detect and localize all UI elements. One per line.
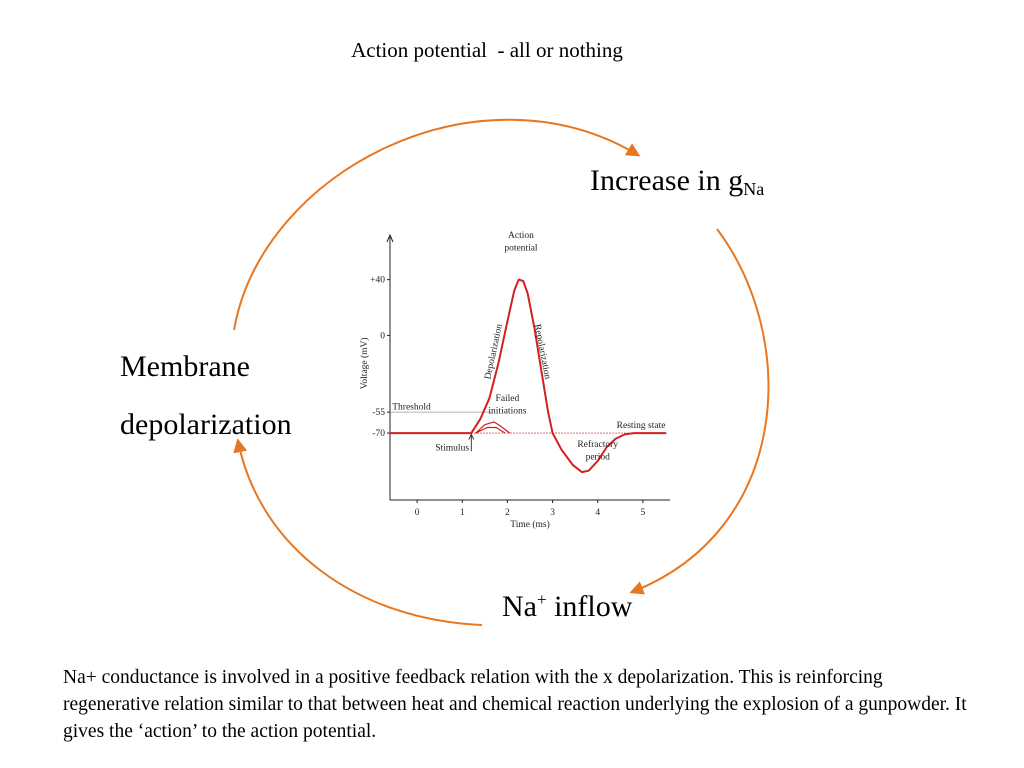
y-axis-label: Voltage (mV) xyxy=(359,337,370,389)
y-tick-label: -55 xyxy=(372,408,385,418)
action-potential-curve xyxy=(389,278,667,474)
y-axis-arrow xyxy=(386,233,394,243)
chart-axes: 0 1 2 3 4 5 +40 0 -55 -70 Time (ms) Voltage (mV) xyxy=(359,233,670,530)
node-inflow-text: inflow xyxy=(546,590,633,623)
label-refractory-period: period xyxy=(586,453,611,463)
x-tick-label: 3 xyxy=(550,508,555,518)
x-tick-label: 0 xyxy=(415,508,420,518)
chart-guides xyxy=(390,411,666,452)
chart-curves xyxy=(389,278,667,474)
failed-initiation-curve xyxy=(475,421,511,434)
failed-initiation-curve xyxy=(475,426,506,434)
x-axis-label: Time (ms) xyxy=(510,519,550,530)
node-membrane-line1: Membrane xyxy=(120,350,250,383)
node-increase-text: Increase in g xyxy=(590,164,744,197)
label-stimulus: Stimulus xyxy=(435,443,469,453)
y-tick-label: +40 xyxy=(370,276,385,286)
node-inflow-superscript: + xyxy=(536,590,547,609)
stimulus-arrow-head xyxy=(468,433,475,440)
node-inflow-na: Na xyxy=(502,590,537,623)
label-threshold: Threshold xyxy=(392,402,431,412)
node-membrane-depolarization: Membrane depolarization xyxy=(120,338,292,454)
label-action-potential: potential xyxy=(504,243,538,253)
x-tick-label: 5 xyxy=(641,508,646,518)
x-tick-label: 2 xyxy=(505,508,510,518)
y-tick-label: -70 xyxy=(372,429,385,439)
node-increase-in-gna: Increase in gNa xyxy=(590,164,764,200)
x-tick-label: 4 xyxy=(595,508,600,518)
x-tick-label: 1 xyxy=(460,508,465,518)
arrow-inflow-to-membrane xyxy=(233,438,483,626)
label-action-potential: Action xyxy=(508,231,534,241)
label-repolarization: Repolarization xyxy=(532,323,553,380)
node-na-inflow: Na+ inflow xyxy=(502,590,632,624)
arrow-increase-to-inflow xyxy=(629,228,770,595)
node-increase-subscript: Na xyxy=(743,179,765,199)
arrow-membrane-to-increase xyxy=(233,118,641,331)
label-failed-initiations: Failed xyxy=(496,394,520,404)
label-resting-state: Resting state xyxy=(617,421,666,431)
label-failed-initiations: initiations xyxy=(488,407,526,417)
label-refractory-period: Refractory xyxy=(577,439,618,450)
slide-title: Action potential - all or nothing xyxy=(351,38,623,62)
action-potential-chart: 0 1 2 3 4 5 +40 0 -55 -70 Time (ms) Voltage (mV) Ac… xyxy=(359,231,670,530)
node-membrane-line2: depolarization xyxy=(120,408,292,441)
y-tick-label: 0 xyxy=(380,331,385,341)
slide-caption: Na+ conductance is involved in a positiv… xyxy=(63,667,967,742)
